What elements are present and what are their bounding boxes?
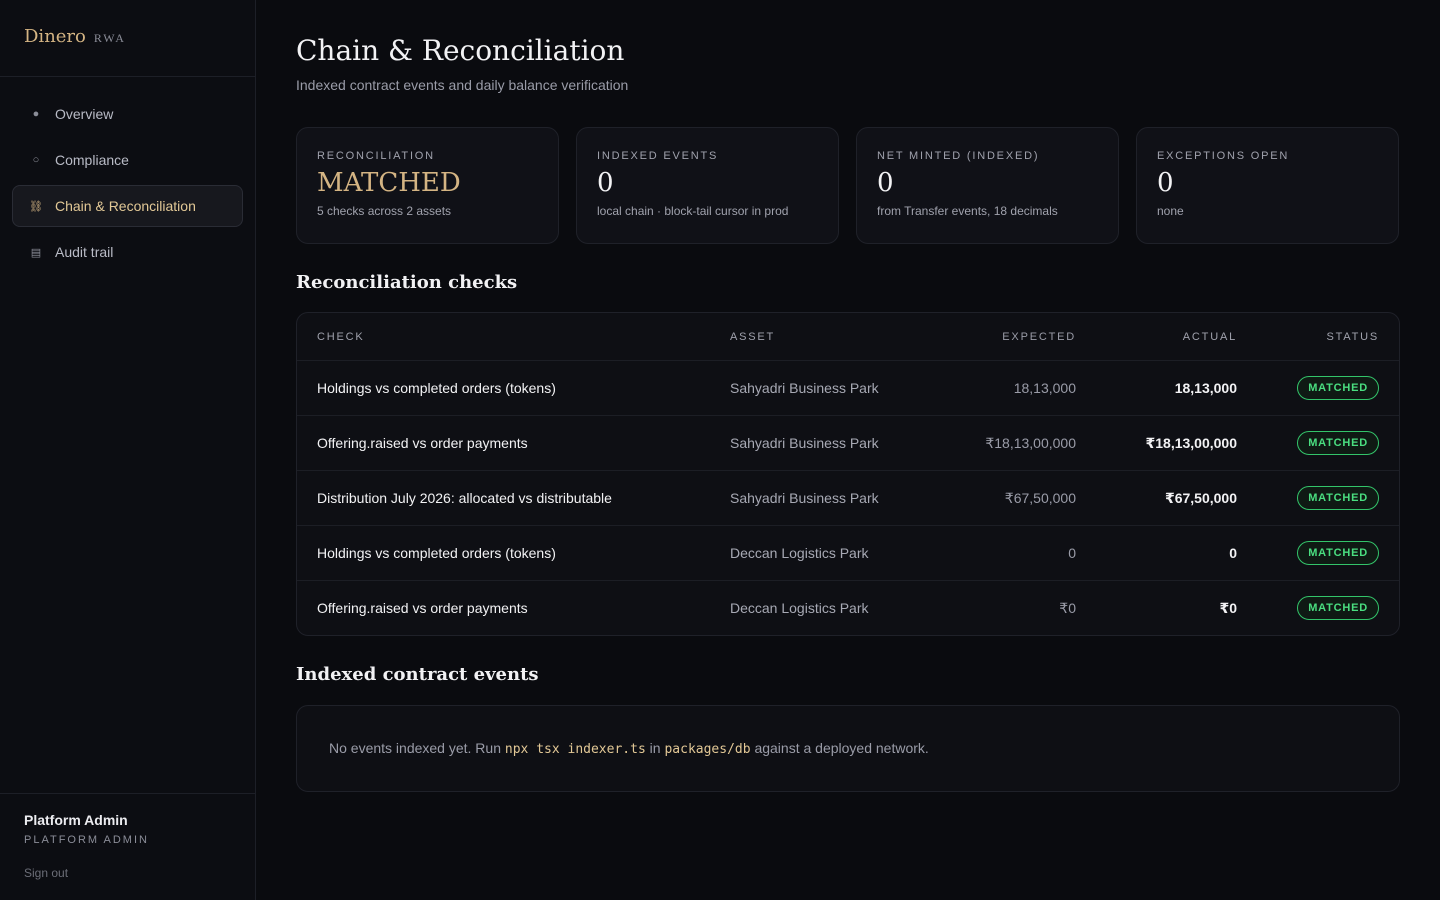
card-value: 0	[1157, 168, 1174, 198]
table-header: CHECK ASSET EXPECTED ACTUAL STATUS	[297, 313, 1399, 360]
column-header-expected: EXPECTED	[1002, 330, 1076, 343]
sidebar-item-label: Chain & Reconciliation	[55, 198, 196, 214]
sidebar-item-label: Compliance	[55, 152, 129, 168]
cell-check: Holdings vs completed orders (tokens)	[317, 545, 556, 561]
cell-actual: ₹0	[1219, 599, 1237, 616]
table-row[interactable]: Holdings vs completed orders (tokens) De…	[297, 525, 1399, 580]
cell-check: Offering.raised vs order payments	[317, 600, 528, 616]
card-note: none	[1157, 204, 1184, 218]
dot-icon: ●	[32, 108, 40, 120]
circle-icon: ○	[32, 154, 40, 166]
cell-asset: Deccan Logistics Park	[730, 545, 869, 561]
sign-out-link[interactable]: Sign out	[24, 866, 69, 880]
main-content: Chain & Reconciliation Indexed contract …	[296, 0, 1400, 792]
sidebar-item-overview[interactable]: ● Overview	[12, 93, 243, 135]
page-subtitle: Indexed contract events and daily balanc…	[296, 77, 629, 93]
card-exceptions-open: EXCEPTIONS OPEN 0 none	[1136, 127, 1399, 244]
card-label: NET MINTED (INDEXED)	[877, 150, 1040, 162]
card-note: 5 checks across 2 assets	[317, 204, 452, 218]
status-badge: MATCHED	[1297, 541, 1379, 565]
cell-expected: 18,13,000	[1013, 380, 1076, 396]
package-path: packages/db	[664, 742, 751, 757]
card-label: INDEXED EVENTS	[597, 150, 719, 162]
card-label: RECONCILIATION	[317, 150, 435, 162]
cell-asset: Sahyadri Business Park	[730, 435, 879, 451]
section-title-checks: Reconciliation checks	[296, 272, 518, 293]
cell-status: MATCHED	[1237, 376, 1379, 400]
section-title-events: Indexed contract events	[296, 664, 539, 685]
events-empty-state: No events indexed yet. Run npx tsx index…	[296, 705, 1400, 792]
cell-status: MATCHED	[1237, 431, 1379, 455]
summary-cards: RECONCILIATION MATCHED 5 checks across 2…	[296, 127, 1400, 244]
card-net-minted: NET MINTED (INDEXED) 0 from Transfer eve…	[856, 127, 1119, 244]
card-note: local chain · block-tail cursor in prod	[597, 204, 789, 218]
cell-asset: Deccan Logistics Park	[730, 600, 869, 616]
cell-expected: ₹18,13,00,000	[985, 434, 1076, 451]
sidebar-item-label: Audit trail	[55, 244, 114, 260]
status-badge: MATCHED	[1297, 376, 1379, 400]
cell-status: MATCHED	[1237, 486, 1379, 510]
cell-asset: Sahyadri Business Park	[730, 380, 879, 396]
cell-check: Distribution July 2026: allocated vs dis…	[317, 490, 612, 506]
cell-expected: 0	[1068, 545, 1076, 561]
column-header-check: CHECK	[317, 330, 365, 343]
cell-expected: ₹67,50,000	[1004, 489, 1076, 506]
cell-status: MATCHED	[1237, 541, 1379, 565]
table-row[interactable]: Distribution July 2026: allocated vs dis…	[297, 470, 1399, 525]
sidebar-item-label: Overview	[55, 106, 114, 122]
cell-actual: ₹67,50,000	[1164, 489, 1237, 506]
empty-message-middle: in	[645, 740, 665, 756]
card-indexed-events: INDEXED EVENTS 0 local chain · block-tai…	[576, 127, 839, 244]
card-reconciliation: RECONCILIATION MATCHED 5 checks across 2…	[296, 127, 559, 244]
brand[interactable]: Dinero RWA	[0, 0, 255, 77]
empty-message-end: against a deployed network.	[750, 740, 929, 756]
status-badge: MATCHED	[1297, 486, 1379, 510]
cell-check: Offering.raised vs order payments	[317, 435, 528, 451]
cell-status: MATCHED	[1237, 596, 1379, 620]
cell-expected: ₹0	[1059, 599, 1076, 616]
table-row[interactable]: Offering.raised vs order payments Sahyad…	[297, 415, 1399, 470]
cell-check: Holdings vs completed orders (tokens)	[317, 380, 556, 396]
table-row[interactable]: Holdings vs completed orders (tokens) Sa…	[297, 360, 1399, 415]
chain-link-icon: ⛓	[29, 200, 43, 213]
status-badge: MATCHED	[1297, 431, 1379, 455]
indexer-command: npx tsx indexer.ts	[504, 742, 646, 757]
cell-actual: 18,13,000	[1174, 380, 1237, 396]
cell-actual: 0	[1229, 545, 1237, 561]
column-header-asset: ASSET	[730, 330, 776, 343]
sidebar-item-audit-trail[interactable]: ▤ Audit trail	[12, 231, 243, 273]
card-value: 0	[877, 168, 894, 198]
user-panel: Platform Admin PLATFORM ADMIN Sign out	[0, 793, 255, 900]
card-value: MATCHED	[317, 168, 461, 198]
table-row[interactable]: Offering.raised vs order payments Deccan…	[297, 580, 1399, 635]
brand-name: Dinero	[24, 26, 86, 47]
card-value: 0	[597, 168, 614, 198]
reconciliation-table: CHECK ASSET EXPECTED ACTUAL STATUS Holdi…	[296, 312, 1400, 636]
sidebar: Dinero RWA ● Overview ○ Compliance ⛓ Cha…	[0, 0, 256, 900]
user-name: Platform Admin	[24, 812, 128, 828]
status-badge: MATCHED	[1297, 596, 1379, 620]
sidebar-item-compliance[interactable]: ○ Compliance	[12, 139, 243, 181]
card-label: EXCEPTIONS OPEN	[1157, 150, 1290, 162]
cell-actual: ₹18,13,00,000	[1145, 434, 1238, 451]
sidebar-nav: ● Overview ○ Compliance ⛓ Chain & Reconc…	[0, 77, 255, 273]
list-icon: ▤	[30, 246, 42, 259]
column-header-actual: ACTUAL	[1182, 330, 1237, 343]
user-role: PLATFORM ADMIN	[24, 834, 149, 846]
column-header-status: STATUS	[1326, 330, 1379, 343]
sidebar-item-chain-reconciliation[interactable]: ⛓ Chain & Reconciliation	[12, 185, 243, 227]
cell-asset: Sahyadri Business Park	[730, 490, 879, 506]
empty-message-start: No events indexed yet. Run	[329, 740, 505, 756]
page-title: Chain & Reconciliation	[296, 34, 625, 67]
card-note: from Transfer events, 18 decimals	[877, 204, 1058, 218]
brand-subtitle: RWA	[93, 31, 126, 45]
